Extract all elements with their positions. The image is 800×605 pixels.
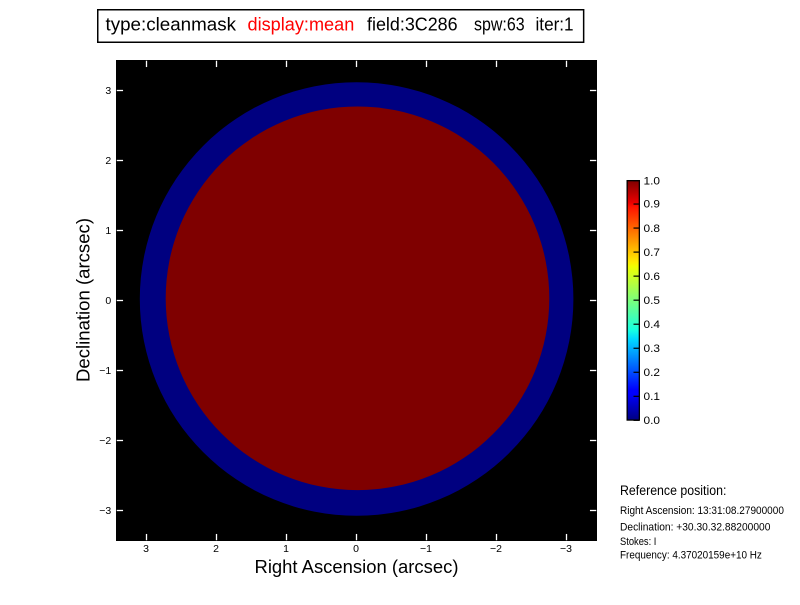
svg-text:0.2: 0.2 xyxy=(644,367,661,379)
svg-text:−2: −2 xyxy=(490,543,502,555)
svg-text:1.0: 1.0 xyxy=(644,175,661,187)
svg-text:3: 3 xyxy=(143,543,149,555)
svg-text:0.6: 0.6 xyxy=(644,271,661,283)
svg-text:Right Ascension (arcsec): Right Ascension (arcsec) xyxy=(255,557,459,577)
svg-text:0: 0 xyxy=(105,295,111,307)
svg-text:0.4: 0.4 xyxy=(644,319,661,331)
svg-text:spw:63: spw:63 xyxy=(474,15,525,35)
svg-text:Declination: +30.30.32.8820000: Declination: +30.30.32.88200000 xyxy=(620,521,770,533)
svg-text:Stokes: I: Stokes: I xyxy=(620,536,656,548)
svg-text:0.1: 0.1 xyxy=(644,391,661,403)
svg-text:display:mean: display:mean xyxy=(248,15,355,35)
svg-text:−1: −1 xyxy=(99,365,111,377)
svg-text:2: 2 xyxy=(105,155,111,167)
svg-text:−2: −2 xyxy=(99,435,111,447)
svg-text:0.8: 0.8 xyxy=(644,223,661,235)
svg-text:1: 1 xyxy=(283,543,289,555)
svg-text:1: 1 xyxy=(105,225,111,237)
svg-text:iter:1: iter:1 xyxy=(536,15,574,35)
svg-text:type:cleanmask: type:cleanmask xyxy=(106,15,238,35)
svg-text:2: 2 xyxy=(213,543,219,555)
svg-text:0.9: 0.9 xyxy=(644,199,661,211)
svg-text:0.0: 0.0 xyxy=(644,415,661,427)
svg-text:0.3: 0.3 xyxy=(644,343,661,355)
svg-text:Right Ascension: 13:31:08.2790: Right Ascension: 13:31:08.27900000 xyxy=(620,505,784,517)
svg-text:Declination (arcsec): Declination (arcsec) xyxy=(74,218,94,382)
svg-text:0.5: 0.5 xyxy=(644,295,661,307)
svg-text:0: 0 xyxy=(353,543,359,555)
svg-text:0.7: 0.7 xyxy=(644,247,661,259)
svg-text:−3: −3 xyxy=(560,543,572,555)
svg-text:3: 3 xyxy=(105,85,111,97)
svg-text:Reference position:: Reference position: xyxy=(620,483,726,498)
svg-text:−3: −3 xyxy=(99,505,111,517)
svg-text:Frequency: 4.37020159e+10 Hz: Frequency: 4.37020159e+10 Hz xyxy=(620,550,762,562)
svg-text:−1: −1 xyxy=(420,543,432,555)
svg-text:field:3C286: field:3C286 xyxy=(367,15,458,35)
